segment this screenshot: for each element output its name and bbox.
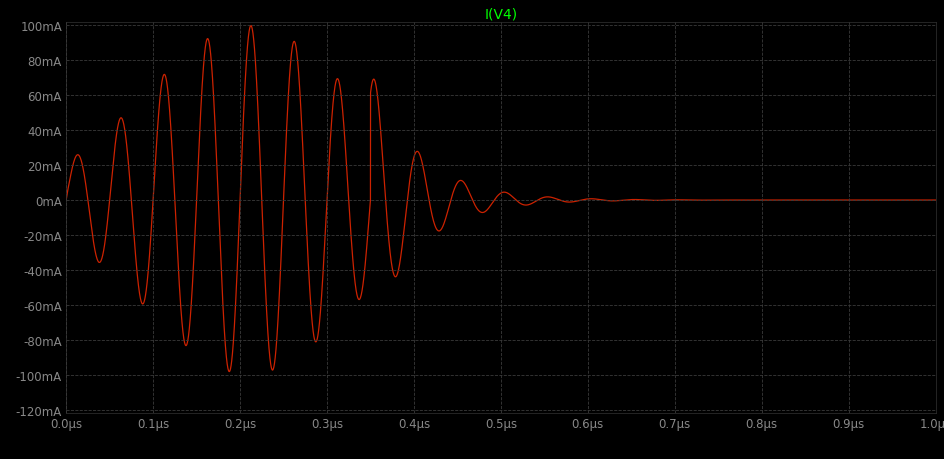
Title: I(V4): I(V4) [483, 8, 517, 22]
